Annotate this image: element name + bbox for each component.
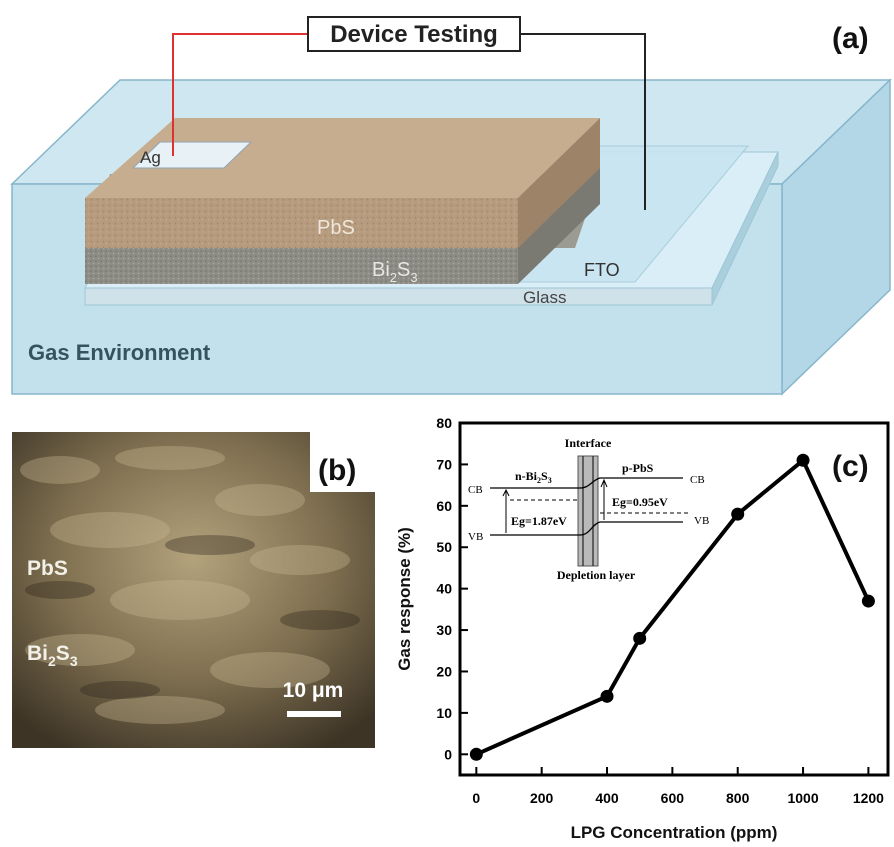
y-tick-label: 60	[436, 498, 452, 514]
sem-texture	[20, 446, 350, 724]
panel-a-label: (a)	[832, 22, 869, 55]
x-tick-label: 1200	[853, 790, 884, 806]
x-tick-label: 400	[595, 790, 619, 806]
y-tick-label: 10	[436, 705, 452, 721]
bi2s3-layer-front	[85, 248, 518, 284]
band-diagram-inset	[490, 455, 690, 567]
cb-line	[490, 477, 683, 489]
x-tick-label: 0	[472, 790, 480, 806]
black-wire	[520, 33, 646, 210]
y-tick-label: 30	[436, 622, 452, 638]
x-tick-label: 200	[530, 790, 554, 806]
vb-left-label: VB	[468, 531, 483, 543]
depletion-label: Depletion layer	[557, 568, 636, 582]
y-tick-label: 70	[436, 456, 452, 472]
data-points	[469, 453, 875, 761]
data-point	[796, 453, 810, 467]
plot-frame	[458, 421, 890, 777]
bi2s3-layer-side	[518, 166, 600, 284]
gas-environment-label: Gas Environment	[28, 340, 211, 365]
red-wire	[172, 33, 308, 156]
pbs-layer-front	[85, 198, 518, 248]
y-tick-label: 20	[436, 663, 452, 679]
pbs-layer-side	[518, 118, 600, 248]
pbs-layer-top	[85, 118, 600, 198]
panel-b-label: (b)	[318, 454, 356, 487]
y-tick-label: 80	[436, 415, 452, 431]
data-point	[600, 689, 614, 703]
data-point	[633, 631, 647, 645]
x-tick-label: 600	[661, 790, 685, 806]
glass-front	[84, 287, 713, 306]
x-ticks: 0 200 400 600 800 1000 1200	[472, 767, 884, 806]
fto-label: FTO	[584, 260, 620, 280]
scale-bar-label: 10 μm	[283, 679, 344, 702]
y-tick-label: 40	[436, 581, 452, 597]
bi2s3-label-b: Bi2S3	[27, 642, 78, 669]
x-axis-label: LPG Concentration (ppm)	[571, 823, 778, 842]
pbs-label-a: PbS	[317, 217, 355, 239]
device-testing-label: Device Testing	[330, 21, 498, 48]
panel-a: Ag Device Testing PbS Bi2S3 FTO Glass Ga…	[10, 16, 892, 396]
cb-left-label: CB	[468, 484, 483, 496]
glass-label: Glass	[523, 288, 566, 307]
data-point	[731, 507, 745, 521]
interface-label: Interface	[565, 436, 612, 450]
ag-label: Ag	[140, 148, 161, 167]
pbs-label-b: PbS	[27, 557, 68, 580]
series-line	[475, 457, 871, 757]
x-tick-label: 800	[726, 790, 750, 806]
y-tick-label: 50	[436, 539, 452, 555]
vb-right-label: VB	[694, 515, 709, 527]
y-axis-label: Gas response (%)	[395, 527, 414, 671]
device-testing-box	[307, 16, 521, 52]
panel-c-label: (c)	[832, 450, 869, 483]
vb-line	[490, 521, 683, 536]
cb-right-label: CB	[690, 474, 705, 486]
scale-bar	[287, 711, 341, 717]
eg-left-label: Eg=1.87eV	[511, 514, 567, 528]
data-point	[469, 747, 483, 761]
n-layer-label: n-Bi2S3	[515, 469, 552, 485]
x-tick-label: 1000	[787, 790, 818, 806]
depletion-region	[577, 455, 599, 567]
panel-b: (b) PbS Bi2S3 10 μm	[12, 432, 375, 748]
bi2s3-label-a: Bi2S3	[372, 259, 418, 285]
y-ticks: 0 10 20 30 40 50 60 70 80	[436, 415, 468, 762]
data-point	[861, 594, 875, 608]
p-layer-label: p-PbS	[622, 461, 654, 475]
eg-right-label: Eg=0.95eV	[612, 495, 668, 509]
sem-shadow	[25, 535, 360, 699]
sem-image	[12, 432, 375, 748]
ag-contact	[131, 141, 253, 169]
y-tick-label: 0	[444, 746, 452, 762]
